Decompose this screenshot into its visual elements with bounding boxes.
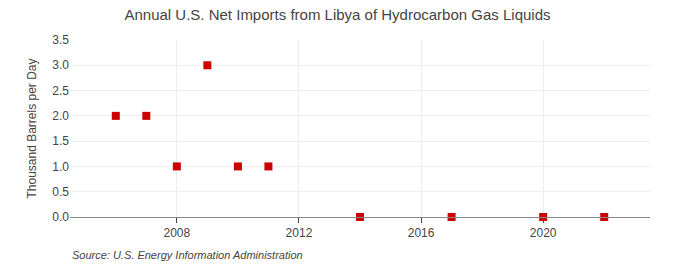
svg-text:0.5: 0.5 <box>52 185 69 199</box>
svg-text:2008: 2008 <box>163 226 190 240</box>
svg-text:2.5: 2.5 <box>52 84 69 98</box>
svg-text:1.5: 1.5 <box>52 134 69 148</box>
svg-text:3.0: 3.0 <box>52 58 69 72</box>
svg-text:Source: U.S. Energy Informatio: Source: U.S. Energy Information Administ… <box>72 249 303 261</box>
svg-text:0.0: 0.0 <box>52 210 69 224</box>
svg-text:2020: 2020 <box>530 226 557 240</box>
svg-text:Thousand Barrels per Day: Thousand Barrels per Day <box>25 58 39 198</box>
svg-text:2012: 2012 <box>286 226 313 240</box>
svg-text:2016: 2016 <box>408 226 435 240</box>
svg-text:1.0: 1.0 <box>52 160 69 174</box>
svg-text:3.5: 3.5 <box>52 33 69 47</box>
svg-text:Annual U.S. Net Imports from L: Annual U.S. Net Imports from Libya of Hy… <box>124 6 550 23</box>
svg-text:2.0: 2.0 <box>52 109 69 123</box>
